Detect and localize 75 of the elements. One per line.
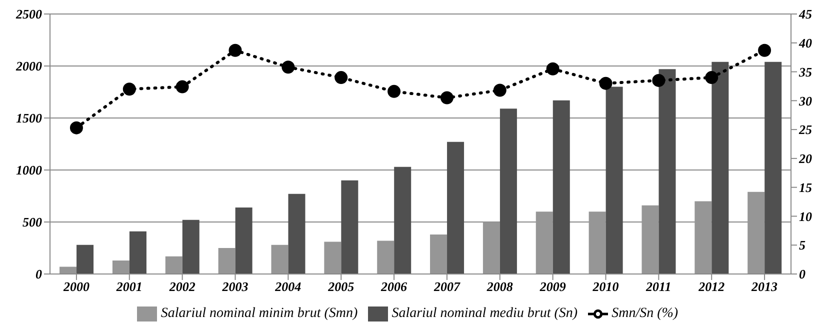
- point: [228, 44, 242, 57]
- legend-label: Salariul nominal mediu brut (Sn): [392, 306, 578, 322]
- point: [176, 80, 189, 94]
- point: [334, 71, 348, 84]
- x-tick-label: 2005: [327, 279, 355, 294]
- y2-tick-label: 40: [798, 36, 812, 51]
- bar: [588, 212, 606, 274]
- bar: [712, 62, 729, 274]
- y-tick-label: 500: [22, 214, 42, 230]
- x-tick-label: 2011: [645, 279, 672, 294]
- y-tick-label: 2500: [15, 6, 42, 22]
- x-tick-label: 2007: [432, 279, 460, 294]
- bar: [764, 62, 782, 274]
- point: [440, 91, 454, 104]
- bar: [500, 108, 517, 274]
- x-tick-label: 2004: [274, 279, 302, 294]
- y2-tick-label: 30: [798, 93, 812, 108]
- x-tick-label: 2002: [168, 279, 196, 294]
- y2-tick-label: 5: [799, 238, 806, 253]
- x-tick-label: 2000: [62, 279, 90, 294]
- x-tick-label: 2009: [538, 279, 566, 294]
- y2-tick-label: 25: [798, 122, 812, 138]
- y2-tick-label: 20: [798, 151, 812, 166]
- bar: [606, 86, 623, 274]
- bar: [394, 166, 412, 274]
- y2-tick-label: 10: [799, 208, 812, 224]
- bar: [748, 192, 765, 274]
- y2-tick-label: 15: [799, 180, 812, 195]
- bar: [694, 201, 712, 274]
- bar: [235, 207, 252, 274]
- x-tick-label: 2012: [698, 279, 726, 294]
- bar: [642, 205, 659, 274]
- bar: [60, 266, 77, 274]
- bar: [288, 194, 306, 274]
- x-tick-label: 2013: [750, 279, 778, 294]
- y2-tick-label: 45: [798, 6, 812, 22]
- bar: [218, 248, 236, 274]
- legend-label: Salariul nominal minim brut (Smn): [160, 306, 358, 322]
- bar: [447, 142, 464, 274]
- bar: [271, 244, 288, 274]
- x-tick-label: 2003: [221, 279, 249, 294]
- y2-tick-label: 0: [799, 266, 806, 282]
- y-tick-label: 2000: [15, 58, 42, 74]
- point: [282, 60, 295, 74]
- bar: [552, 100, 570, 274]
- point: [493, 84, 506, 97]
- bar: [182, 220, 200, 274]
- bar: [377, 240, 394, 274]
- bar: [536, 212, 553, 274]
- point: [758, 44, 772, 57]
- bar: [430, 234, 448, 274]
- bar: [112, 260, 130, 274]
- x-tick-label: 2006: [380, 279, 408, 294]
- point: [388, 84, 401, 98]
- point: [546, 62, 560, 76]
- bar: [129, 231, 146, 274]
- bar: [165, 256, 182, 274]
- x-tick-label: 2001: [115, 279, 142, 294]
- y-tick-label: 0: [36, 266, 42, 282]
- bar: [76, 244, 94, 274]
- point: [705, 71, 718, 84]
- legend-label: Smn/Sn (%): [612, 306, 678, 322]
- bar: [658, 69, 676, 274]
- y-tick-label: 1500: [16, 110, 42, 126]
- x-tick-label: 2008: [486, 279, 514, 294]
- bar: [482, 222, 500, 274]
- bar: [324, 242, 342, 274]
- x-tick-label: 2010: [592, 279, 620, 294]
- point: [652, 74, 666, 87]
- point: [70, 121, 83, 134]
- y-tick-label: 1000: [16, 162, 42, 178]
- bar: [341, 180, 358, 274]
- y2-tick-label: 35: [798, 64, 812, 80]
- point: [599, 76, 612, 90]
- point: [122, 82, 136, 96]
